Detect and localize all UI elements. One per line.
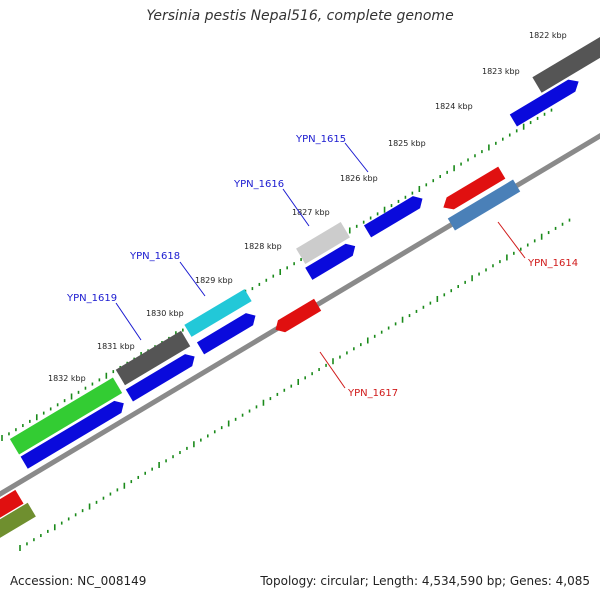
leader-ypn-1616 — [282, 188, 310, 227]
gene-blue-arrow-6[interactable] — [20, 397, 128, 469]
gene-labels: YPN_1615 YPN_1616 YPN_1618 YPN_1619 YPN_… — [66, 134, 578, 399]
gene-cyan-1[interactable] — [184, 289, 252, 337]
leader-ypn-1617 — [319, 351, 346, 389]
gene-dark-gray-1[interactable] — [532, 35, 600, 93]
tick-label: 1827 kbp — [292, 208, 330, 217]
gene-blue-arrow-2[interactable] — [363, 193, 426, 238]
gene-dark-gray-2[interactable] — [115, 330, 191, 386]
gene-olive-1[interactable] — [0, 502, 36, 553]
tick-label: 1828 kbp — [244, 242, 282, 251]
gene-blue-arrow-3[interactable] — [305, 240, 359, 280]
leader-ypn-1614 — [497, 221, 526, 259]
tick-label: 1826 kbp — [340, 174, 378, 183]
leader-ypn-1615 — [344, 142, 369, 173]
gene-steel-blue-1[interactable] — [447, 179, 521, 231]
gene-label-reverse[interactable]: YPN_1617 — [347, 388, 398, 399]
tick-label: 1830 kbp — [146, 309, 184, 318]
genome-stats-text: Topology: circular; Length: 4,534,590 bp… — [260, 574, 590, 588]
gene-light-gray-1[interactable] — [296, 221, 350, 265]
tick-labels: 1822 kbp 1823 kbp 1824 kbp 1825 kbp 1826… — [48, 31, 567, 383]
tick-label: 1825 kbp — [388, 139, 426, 148]
tick-label: 1822 kbp — [529, 31, 567, 40]
tick-label: 1832 kbp — [48, 374, 86, 383]
map-title: Yersinia pestis Nepal516, complete genom… — [146, 8, 454, 24]
tick-label: 1823 kbp — [482, 67, 520, 76]
gene-blue-arrow-4[interactable] — [196, 310, 259, 355]
gene-label-forward[interactable]: YPN_1615 — [295, 134, 346, 145]
leader-ypn-1618 — [179, 261, 206, 297]
gene-red-2[interactable] — [0, 489, 24, 529]
inner-tick-row — [19, 218, 571, 551]
gene-label-reverse[interactable]: YPN_1614 — [527, 258, 578, 269]
tick-label: 1829 kbp — [195, 276, 233, 285]
tick-label: 1824 kbp — [435, 102, 473, 111]
accession-text: Accession: NC_008149 — [10, 574, 147, 588]
gene-red-arrow-1[interactable] — [440, 166, 506, 214]
gene-blue-arrow-1[interactable] — [509, 76, 582, 127]
outer-tick-row — [1, 108, 553, 441]
gene-label-forward[interactable]: YPN_1618 — [129, 251, 180, 262]
gene-blue-arrow-5[interactable] — [125, 351, 198, 402]
gene-label-forward[interactable]: YPN_1616 — [233, 179, 284, 190]
label-leaders — [115, 142, 526, 389]
gene-green-1[interactable] — [9, 377, 123, 455]
gene-red-arrow-2[interactable] — [272, 298, 322, 336]
leader-ypn-1619 — [115, 302, 142, 341]
gene-layer — [0, 35, 600, 553]
gene-label-forward[interactable]: YPN_1619 — [66, 293, 117, 304]
tick-label: 1831 kbp — [97, 342, 135, 351]
